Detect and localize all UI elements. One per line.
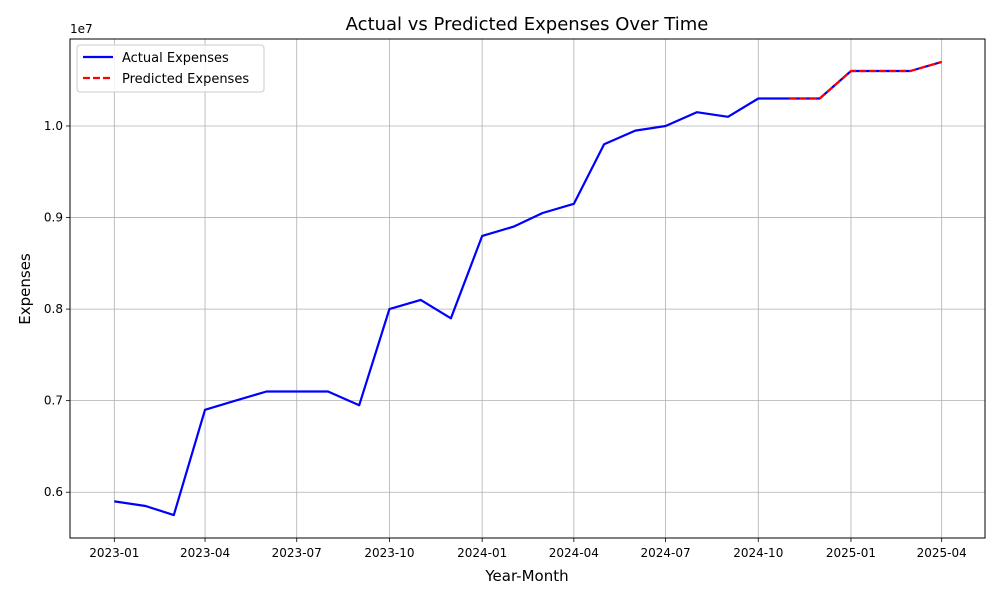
x-axis-ticks: 2023-01 2023-04 2023-07 2023-10 2024-01 2024-… (89, 538, 967, 560)
x-tick-label: 2023-01 (89, 546, 139, 560)
x-tick-label: 2023-10 (364, 546, 414, 560)
x-tick-label: 2023-07 (272, 546, 322, 560)
plot-area-frame (69, 38, 986, 539)
x-axis-label: Year-Month (484, 567, 568, 585)
legend-label-predicted: Predicted Expenses (122, 72, 249, 87)
y-axis-offset-label: 1e7 (70, 22, 93, 36)
x-tick-label: 2025-04 (917, 546, 967, 560)
x-tick-label: 2024-07 (640, 546, 690, 560)
x-tick-label: 2024-01 (457, 546, 507, 560)
y-tick-label: 0.6 (44, 485, 63, 499)
legend-label-actual: Actual Expenses (122, 51, 229, 66)
y-tick-label: 0.9 (44, 211, 63, 225)
grid-lines (70, 39, 985, 538)
chart-title: Actual vs Predicted Expenses Over Time (346, 14, 709, 35)
x-tick-label: 2024-04 (549, 546, 599, 560)
series-line-predicted (789, 60, 943, 100)
series-lines (114, 60, 943, 517)
y-tick-label: 0.8 (44, 302, 63, 316)
y-tick-label: 1.0 (44, 119, 63, 133)
legend: Actual Expenses Predicted Expenses (76, 44, 265, 93)
y-tick-label: 0.7 (44, 394, 63, 408)
legend-box (76, 44, 265, 93)
y-axis-ticks: 0.6 0.7 0.8 0.9 1.0 (44, 119, 70, 499)
x-tick-label: 2023-04 (180, 546, 230, 560)
x-tick-label: 2024-10 (733, 546, 783, 560)
y-axis-label: Expenses (16, 253, 34, 325)
x-tick-label: 2025-01 (826, 546, 876, 560)
